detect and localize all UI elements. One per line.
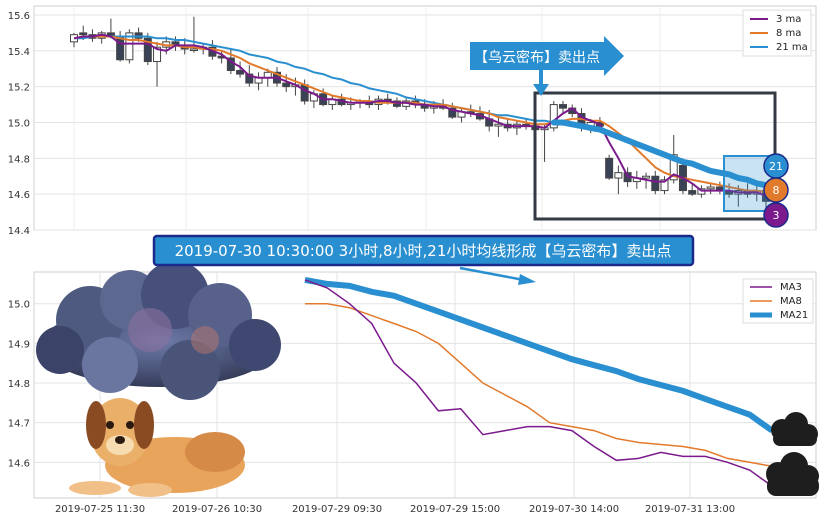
badge-3-label: 3 bbox=[773, 209, 780, 222]
candle bbox=[282, 82, 291, 88]
small-black-cloud-icon bbox=[771, 412, 818, 446]
candle bbox=[614, 172, 623, 179]
x-tick-label: 2019-07-29 09:30 bbox=[292, 504, 382, 515]
candle bbox=[706, 186, 715, 190]
candle bbox=[189, 48, 198, 52]
candle bbox=[688, 190, 697, 195]
y-tick-label: 14.6 bbox=[8, 190, 30, 201]
ma3-line bbox=[73, 33, 767, 197]
candle bbox=[116, 35, 125, 61]
candle bbox=[642, 175, 651, 179]
top-y-tick-labels: 14.4 14.6 14.8 15.0 15.2 15.4 15.6 bbox=[8, 11, 30, 237]
y-tick-label: 15.0 bbox=[8, 300, 30, 311]
y-tick-label: 14.6 bbox=[8, 458, 30, 469]
legend-8ma: 8 ma bbox=[776, 28, 801, 39]
y-tick-label: 15.2 bbox=[8, 83, 30, 94]
top-legend: 3 ma 8 ma 21 ma bbox=[742, 9, 812, 57]
legend-MA3: MA3 bbox=[780, 282, 802, 293]
x-tick-label: 2019-07-30 14:00 bbox=[529, 504, 619, 515]
candle bbox=[245, 73, 254, 84]
x-tick-label: 2019-07-29 15:00 bbox=[410, 504, 500, 515]
legend-3ma: 3 ma bbox=[776, 14, 801, 25]
arrow-right-icon bbox=[518, 274, 536, 285]
candle bbox=[125, 32, 134, 61]
candle bbox=[236, 70, 245, 75]
arrow-down-icon bbox=[533, 84, 549, 96]
x-tick-label: 2019-07-25 11:30 bbox=[55, 504, 145, 515]
candle bbox=[300, 84, 309, 102]
y-tick-label: 14.9 bbox=[8, 339, 30, 350]
badge-21-label: 21 bbox=[769, 160, 783, 173]
candle bbox=[448, 107, 457, 118]
badge-8-label: 8 bbox=[773, 184, 780, 197]
dog-illustration bbox=[69, 398, 245, 497]
small-black-cloud-icon bbox=[766, 452, 819, 496]
y-tick-label: 14.4 bbox=[8, 226, 30, 237]
top-chart-panel: 14.4 14.6 14.8 15.0 15.2 15.4 15.6 21 8 3 【乌云密… bbox=[8, 5, 817, 237]
candle bbox=[494, 123, 503, 127]
dark-cloud-illustration bbox=[36, 261, 281, 400]
candle bbox=[79, 32, 88, 36]
candle bbox=[153, 46, 162, 63]
y-tick-label: 14.7 bbox=[8, 419, 30, 430]
ma8-series-line bbox=[305, 302, 773, 468]
candle bbox=[660, 179, 669, 192]
badge-21: 21 bbox=[763, 153, 789, 179]
legend-MA21: MA21 bbox=[780, 310, 808, 321]
y-tick-label: 15.4 bbox=[8, 47, 30, 58]
bottom-y-tick-labels: 14.6 14.7 14.8 14.9 15.0 bbox=[8, 300, 30, 470]
legend-MA8: MA8 bbox=[780, 296, 802, 307]
y-tick-label: 14.8 bbox=[8, 379, 30, 390]
ma21-highlight-line bbox=[550, 119, 769, 189]
candle bbox=[605, 157, 614, 179]
candle bbox=[559, 104, 568, 109]
y-tick-label: 15.0 bbox=[8, 118, 30, 129]
legend-21ma: 21 ma bbox=[776, 42, 808, 53]
badge-8: 8 bbox=[763, 177, 789, 203]
candle bbox=[669, 154, 678, 181]
badge-3: 3 bbox=[763, 202, 789, 228]
middle-banner: 2019-07-30 10:30:00 3小时,8小时,21小时均线形成【乌云密… bbox=[152, 234, 695, 285]
middle-banner-label: 2019-07-30 10:30:00 3小时,8小时,21小时均线形成【乌云密… bbox=[175, 242, 672, 260]
bottom-x-tick-labels: 2019-07-25 11:30 2019-07-26 10:30 2019-07-… bbox=[55, 504, 735, 515]
bottom-chart-panel: 14.614.714.814.915.0 2019-07-25 11:30 201… bbox=[8, 261, 819, 515]
candle bbox=[549, 104, 558, 129]
bottom-legend: MA3 MA8 MA21 bbox=[742, 278, 814, 324]
candle bbox=[143, 37, 152, 63]
top-annotation-label: 【乌云密布】卖出点 bbox=[474, 49, 600, 66]
x-tick-label: 2019-07-31 13:00 bbox=[645, 504, 735, 515]
x-tick-label: 2019-07-26 10:30 bbox=[172, 504, 262, 515]
top-gridlines bbox=[34, 6, 816, 231]
y-tick-label: 15.6 bbox=[8, 11, 30, 22]
ma21-series-line bbox=[304, 276, 774, 434]
y-tick-label: 14.8 bbox=[8, 154, 30, 165]
ma3-series-line bbox=[304, 279, 773, 487]
top-annotation: 【乌云密布】卖出点 bbox=[470, 36, 624, 96]
candle bbox=[651, 175, 660, 192]
